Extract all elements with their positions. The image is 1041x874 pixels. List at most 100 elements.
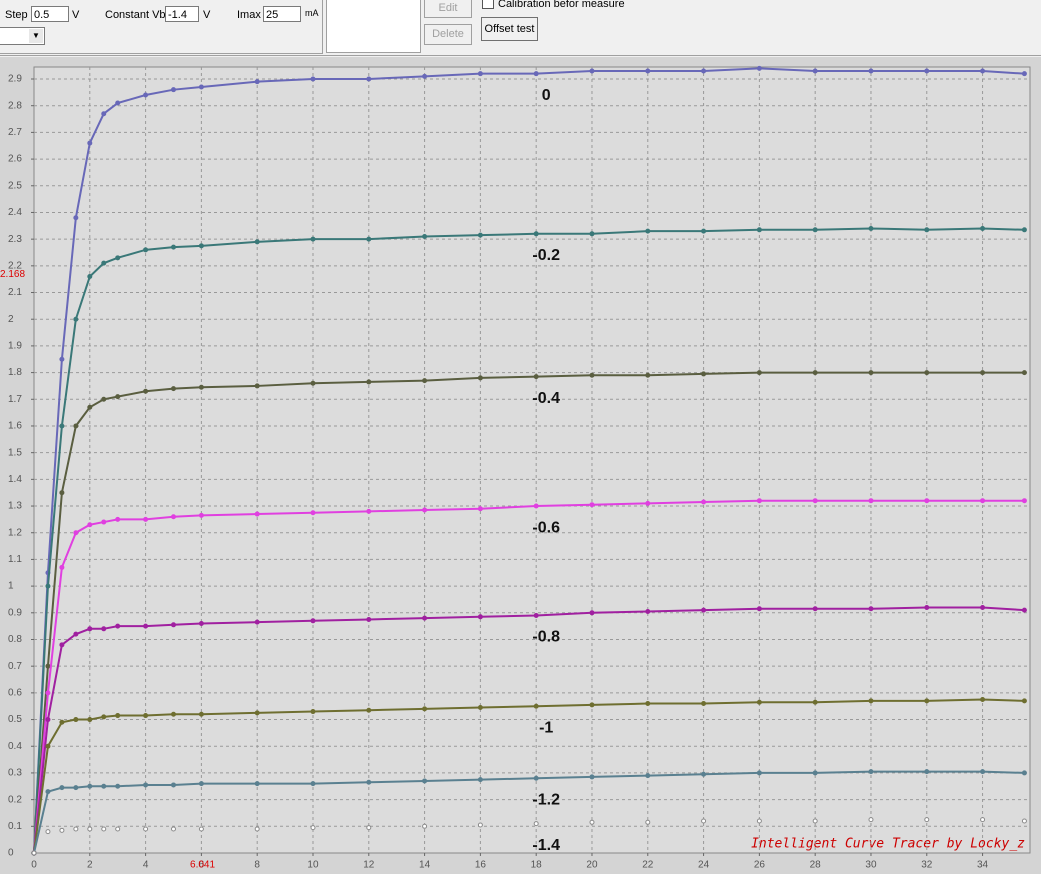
series-label: -0.2 (532, 247, 560, 264)
point (366, 76, 372, 82)
point (533, 71, 539, 77)
y-tick-label: 0.3 (8, 768, 22, 779)
point (101, 396, 107, 402)
point (73, 423, 79, 429)
point (115, 255, 121, 261)
point (701, 607, 707, 613)
imax-label: Imax (237, 9, 261, 21)
point (310, 781, 316, 787)
point (422, 73, 428, 79)
point (1021, 698, 1027, 704)
point (170, 826, 176, 832)
point (59, 785, 65, 791)
point (868, 498, 874, 504)
point (254, 511, 260, 517)
point (812, 68, 818, 74)
point (1021, 71, 1027, 77)
y-tick-label: 2.9 (8, 74, 22, 85)
toolbar: Step 0.5 V Constant Vb -1.4 V Imax 25 mA… (0, 0, 1041, 56)
point (477, 614, 483, 620)
point (756, 770, 762, 776)
point (115, 826, 121, 832)
point (422, 378, 428, 384)
cursor-y-label: 2.168 (0, 269, 25, 280)
point (533, 503, 539, 509)
watermark: Intelligent Curve Tracer by Locky_z (751, 837, 1025, 852)
point (45, 663, 51, 669)
point (924, 68, 930, 74)
point (756, 606, 762, 612)
point (477, 71, 483, 77)
point (59, 827, 65, 833)
series-label: 0 (542, 87, 551, 104)
series-label: -0.6 (532, 519, 560, 536)
y-tick-label: 0.6 (8, 688, 22, 699)
point (868, 606, 874, 612)
point (924, 817, 930, 823)
vb-input[interactable]: -1.4 (165, 6, 199, 22)
list-box[interactable] (326, 0, 421, 53)
step-unit: V (72, 9, 80, 21)
step-label: Step (5, 9, 28, 21)
point (366, 616, 372, 622)
point (366, 379, 372, 385)
point (87, 626, 93, 632)
point (756, 818, 762, 824)
point (1021, 770, 1027, 776)
point (980, 498, 986, 504)
point (812, 699, 818, 705)
point (59, 356, 65, 362)
point (701, 818, 707, 824)
point (645, 500, 651, 506)
step-input[interactable]: 0.5 (31, 6, 69, 22)
point (143, 713, 149, 719)
point (533, 775, 539, 781)
imax-input[interactable]: 25 (263, 6, 301, 22)
point (366, 508, 372, 514)
point (422, 507, 428, 513)
point (170, 711, 176, 717)
point (477, 232, 483, 238)
edit-button[interactable]: Edit (424, 0, 472, 18)
point (101, 714, 107, 720)
x-tick-label: 30 (865, 860, 877, 871)
point (101, 519, 107, 525)
offset-button[interactable]: Offset test (481, 17, 538, 41)
point (198, 384, 204, 390)
point (589, 702, 595, 708)
point (477, 375, 483, 381)
point (143, 623, 149, 629)
point (310, 380, 316, 386)
y-tick-label: 0.7 (8, 661, 22, 672)
point (198, 512, 204, 518)
point (1021, 607, 1027, 613)
point (980, 225, 986, 231)
x-tick-label: 24 (698, 860, 710, 871)
point (366, 707, 372, 713)
point (477, 777, 483, 783)
x-tick-label: 16 (475, 860, 487, 871)
point (198, 826, 204, 832)
point (1021, 370, 1027, 376)
point (45, 789, 51, 795)
point (533, 374, 539, 380)
x-tick-label: 34 (977, 860, 989, 871)
y-tick-label: 0.5 (8, 714, 22, 725)
point (645, 701, 651, 707)
point (170, 244, 176, 250)
point (924, 498, 930, 504)
point (143, 388, 149, 394)
point (701, 371, 707, 377)
checkbox[interactable] (482, 0, 494, 9)
point (73, 631, 79, 637)
point (1021, 227, 1027, 233)
y-tick-label: 2.6 (8, 154, 22, 165)
delete-button[interactable]: Delete (424, 24, 472, 45)
point (366, 236, 372, 242)
point (310, 618, 316, 624)
x-tick-label: 8 (254, 860, 260, 871)
dropdown[interactable]: ▼ (0, 27, 45, 45)
point (87, 717, 93, 723)
point (980, 370, 986, 376)
y-tick-label: 1.4 (8, 474, 22, 485)
